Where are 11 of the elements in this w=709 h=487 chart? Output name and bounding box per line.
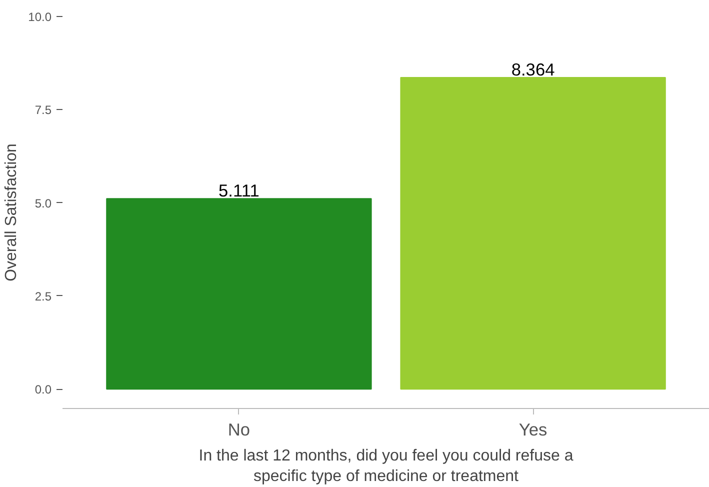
x-tick-label: No <box>228 420 250 440</box>
y-tick-label: 0.0 <box>34 382 52 397</box>
y-tick-label: 2.5 <box>34 289 52 304</box>
y-tick-label: 7.5 <box>34 103 52 118</box>
y-axis-title: Overall Satisfaction <box>3 144 20 282</box>
data-label: 5.111 <box>218 180 260 201</box>
x-axis-title: In the last 12 months, did you feel you could refuse a specific type of medicine or treatment <box>198 448 574 485</box>
data-label: 8.364 <box>511 59 556 80</box>
x-tick-label: Yes <box>518 420 548 440</box>
y-tick-label: 5.0 <box>34 196 52 210</box>
y-tick-label: 10.0 <box>28 10 52 24</box>
